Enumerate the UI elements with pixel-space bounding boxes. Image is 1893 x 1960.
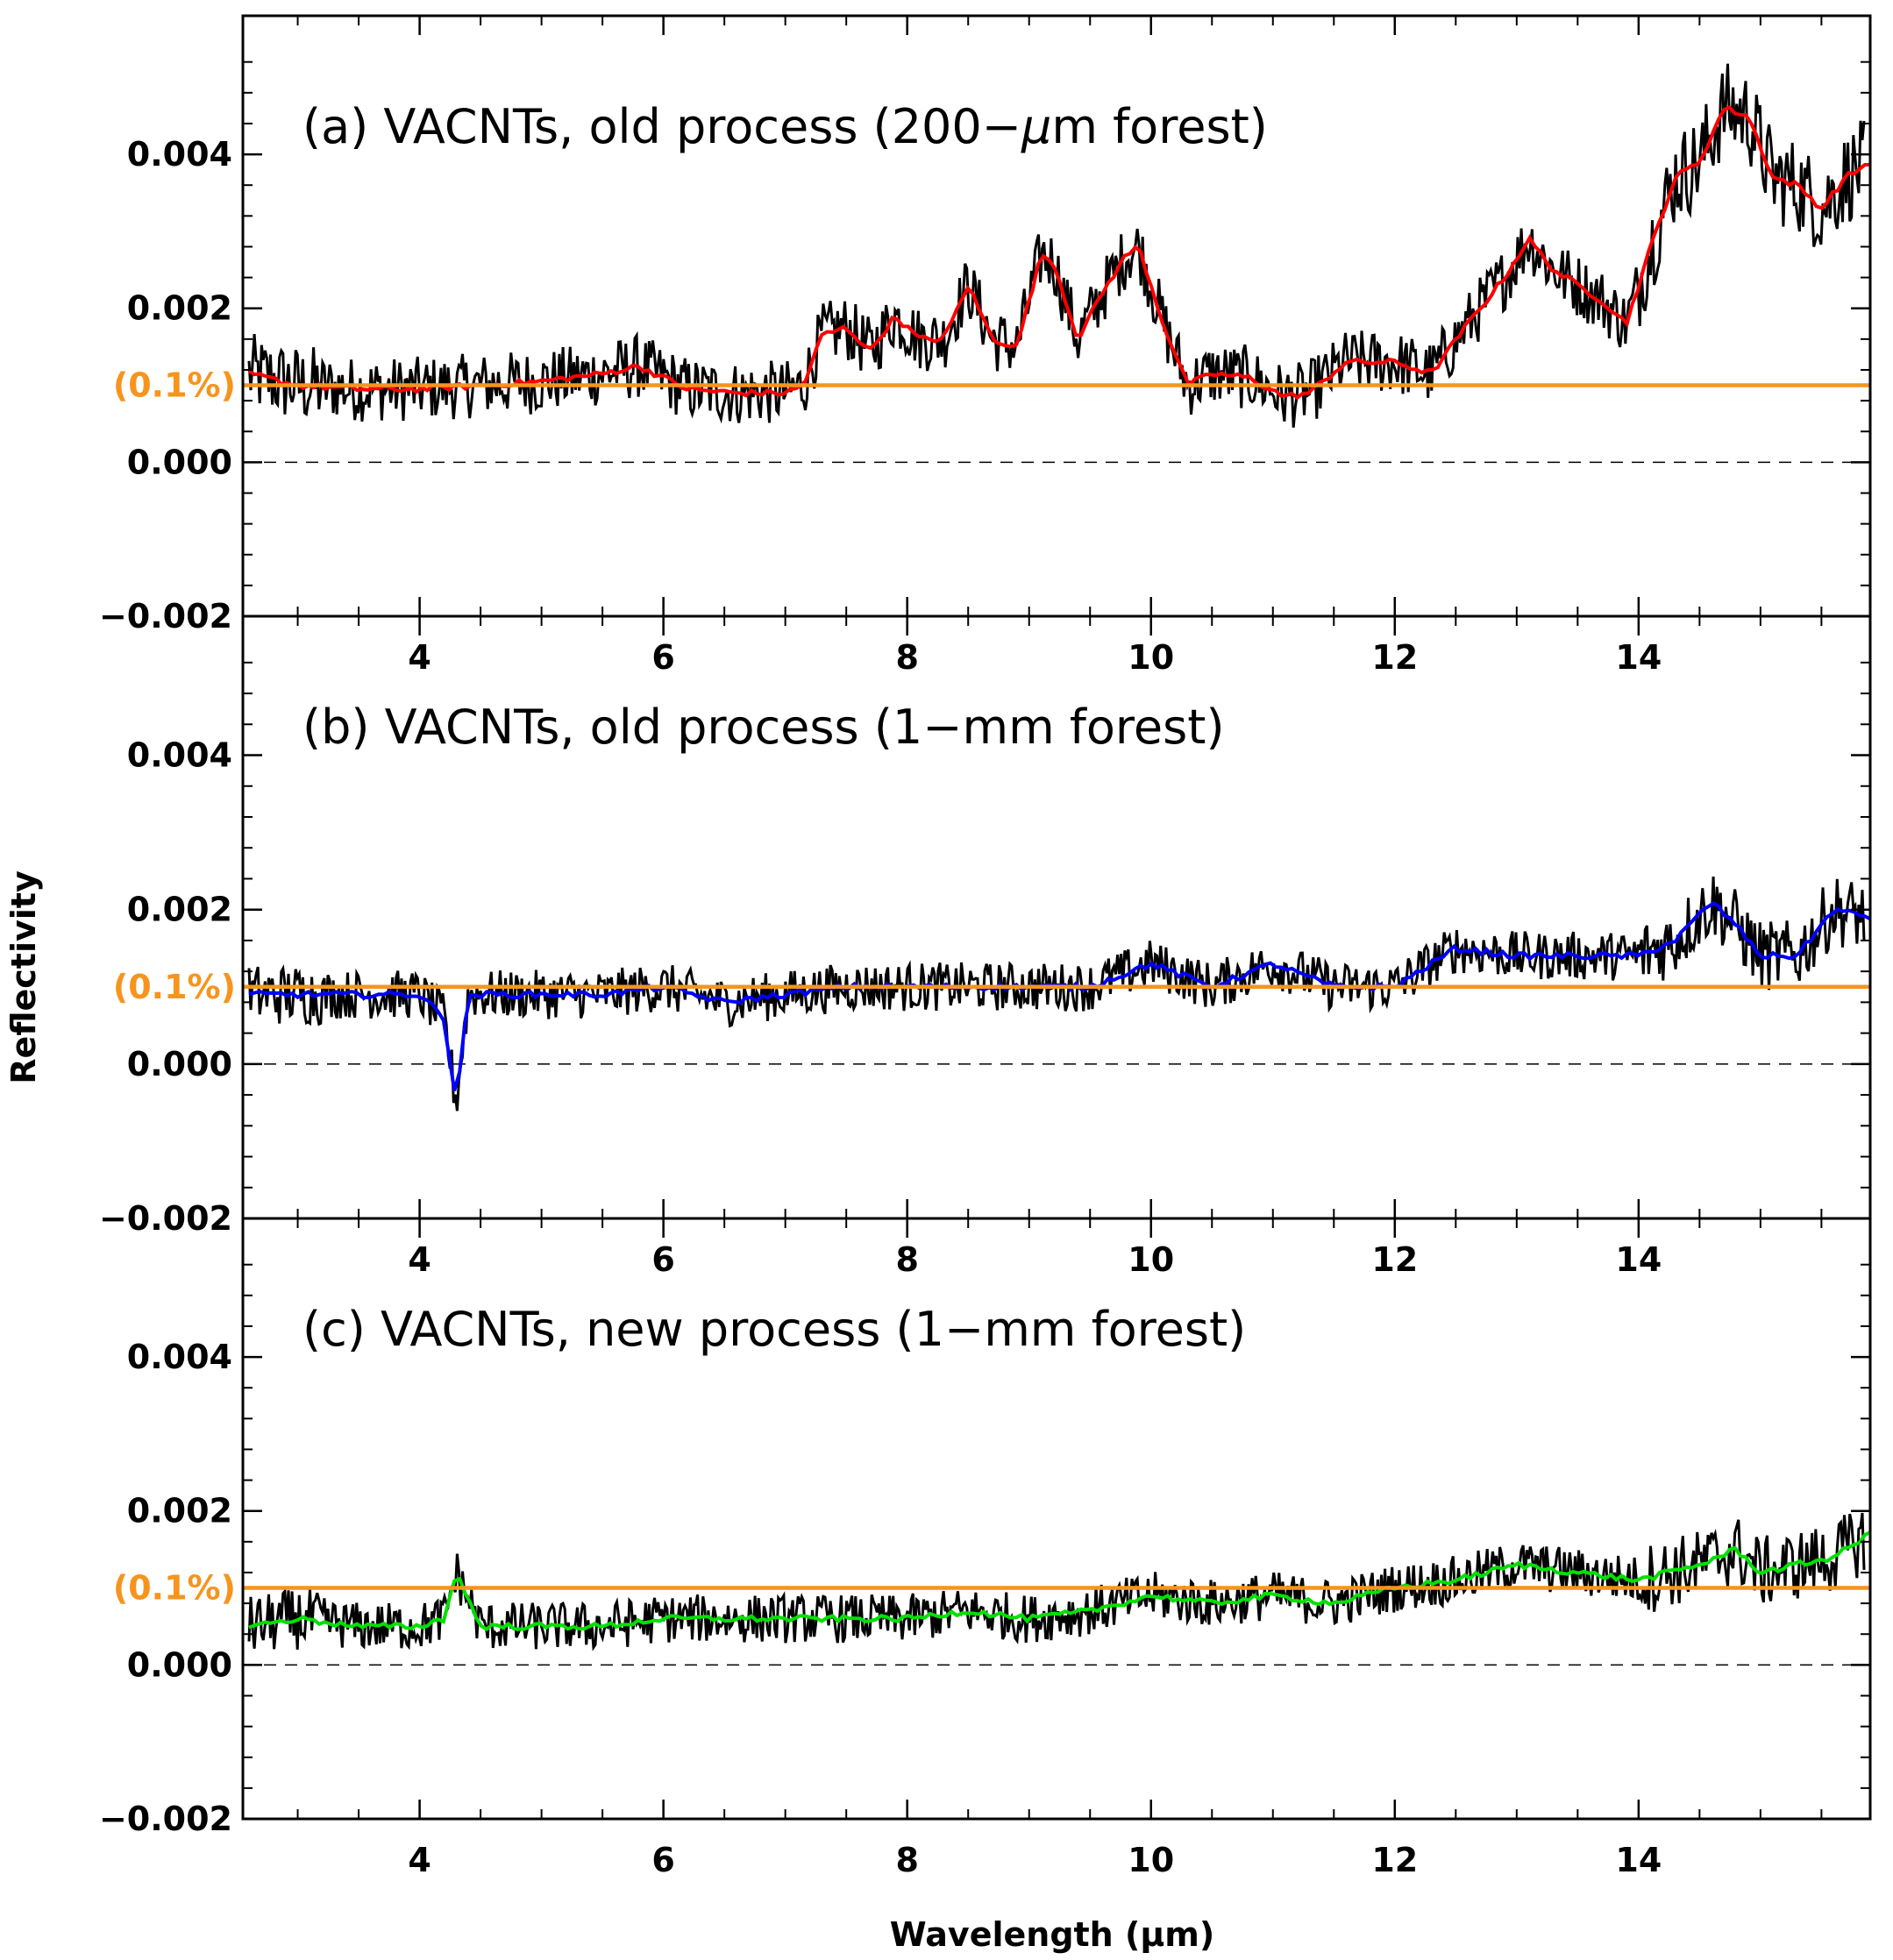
panel-a: (0.1%) 4 6 8 10 12 14 −0.002 0.000 0.002 0.004 (a) … [99, 14, 1872, 677]
plot-frame [241, 1217, 1872, 1821]
panel-title: (c) VACNTs, new process (1−mm forest) [302, 1302, 1246, 1357]
y-axis-label: Reflectivity [4, 870, 43, 1084]
x-tick-label: 6 [651, 638, 674, 677]
x-tick-label: 14 [1615, 1240, 1662, 1279]
x-tick-label: 10 [1128, 1841, 1174, 1879]
x-tick-label: 4 [408, 1841, 431, 1879]
y-tick-label: 0.000 [127, 1645, 232, 1684]
panel-title-main: (c) VACNTs, new process (1−mm forest) [302, 1302, 1246, 1357]
y-tick-label: 0.002 [127, 1492, 232, 1530]
x-tick-label: 12 [1371, 1841, 1418, 1879]
x-tick-label: 4 [408, 1240, 431, 1279]
y-tick-label: −0.002 [99, 1199, 232, 1238]
panel-c: (0.1%) 4 6 8 10 12 14 −0.002 0.000 0.002 0.004 (c) … [99, 1217, 1872, 1879]
series-raw [247, 1512, 1866, 1651]
y-tick-label: 0.004 [127, 736, 232, 775]
y-tick-label: 0.002 [127, 891, 232, 929]
panels: (0.1%) 4 6 8 10 12 14 −0.002 0.000 0.002 0.004 (a) … [99, 14, 1872, 1879]
x-tick-label: 8 [895, 1841, 918, 1879]
series-smoothed [248, 1530, 1871, 1632]
y-tick-label: 0.004 [127, 1338, 232, 1376]
y-tick-label: 0.002 [127, 289, 232, 328]
x-tick-label: 14 [1615, 1841, 1662, 1879]
panel-title-main: (a) VACNTs, old process (200− [302, 99, 1021, 154]
reference-label: (0.1%) [113, 1569, 236, 1608]
x-tick-label: 12 [1371, 638, 1418, 677]
y-tick-label: 0.004 [127, 135, 232, 174]
x-tick-label: 8 [895, 638, 918, 677]
x-tick-label: 14 [1615, 638, 1662, 677]
panel-title-rest: m forest) [1051, 99, 1267, 154]
y-tick-label: −0.002 [99, 597, 232, 636]
x-tick-label: 6 [651, 1240, 674, 1279]
reference-label: (0.1%) [113, 968, 236, 1006]
x-tick-label: 4 [408, 638, 431, 677]
y-tick-label: 0.000 [127, 443, 232, 481]
x-tick-label: 8 [895, 1240, 918, 1279]
reference-label: (0.1%) [113, 366, 236, 405]
panel-title-mu: μ [1021, 99, 1051, 154]
panel-title: (b) VACNTs, old process (1−mm forest) [302, 699, 1225, 755]
series-raw [247, 63, 1866, 428]
x-tick-label: 10 [1128, 638, 1174, 677]
series-smoothed [247, 105, 1871, 401]
x-tick-label: 12 [1371, 1240, 1418, 1279]
panel-b: (0.1%) 4 6 8 10 12 14 −0.002 0.000 0.002 0.004 (b) … [99, 614, 1872, 1279]
x-tick-label: 10 [1128, 1240, 1174, 1279]
panel-title-main: (b) VACNTs, old process (1−mm forest) [302, 699, 1225, 755]
x-axis-label: Wavelength (μm) [890, 1915, 1215, 1954]
y-tick-label: −0.002 [99, 1800, 232, 1838]
y-tick-label: 0.000 [127, 1045, 232, 1083]
x-tick-label: 6 [651, 1841, 674, 1879]
panel-title: (a) VACNTs, old process (200−μm forest) [302, 99, 1268, 154]
series-raw [247, 876, 1866, 1111]
